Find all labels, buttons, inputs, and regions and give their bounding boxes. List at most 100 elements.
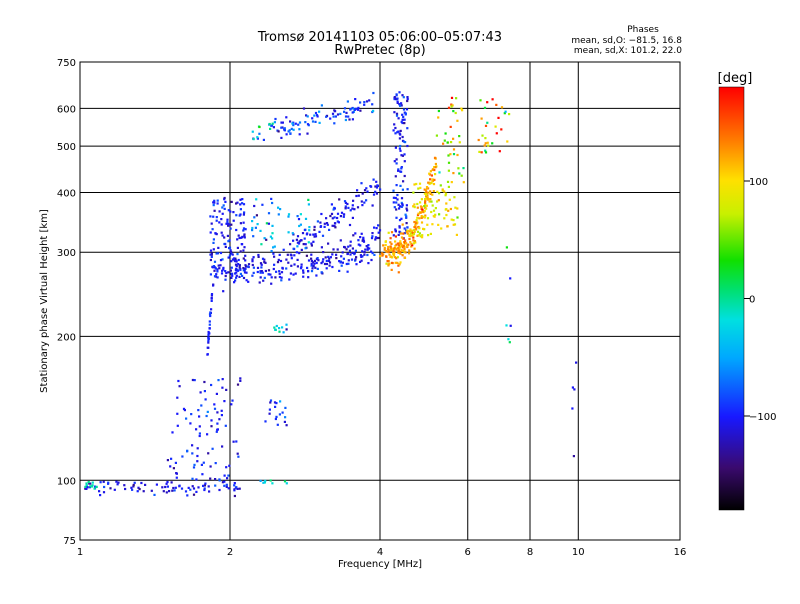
scatter-point bbox=[299, 213, 302, 216]
scatter-point bbox=[275, 402, 278, 405]
scatter-point bbox=[259, 271, 262, 274]
scatter-point bbox=[454, 206, 457, 209]
scatter-point bbox=[420, 198, 423, 201]
scatter-point bbox=[443, 217, 446, 220]
scatter-point bbox=[191, 477, 194, 480]
scatter-point bbox=[395, 114, 399, 117]
scatter-point bbox=[400, 248, 403, 252]
scatter-point bbox=[297, 218, 301, 221]
scatter-point bbox=[413, 247, 416, 250]
scatter-point bbox=[397, 271, 400, 274]
scatter-point bbox=[372, 193, 376, 196]
scatter-point bbox=[320, 212, 323, 216]
scatter-point bbox=[284, 416, 287, 419]
scatter-point bbox=[351, 251, 354, 254]
scatter-point bbox=[325, 217, 328, 220]
scatter-point bbox=[317, 259, 320, 262]
scatter-point bbox=[274, 405, 277, 408]
colorbar-label: [deg] bbox=[718, 71, 753, 86]
scatter-point bbox=[210, 299, 213, 302]
scatter-point bbox=[276, 261, 280, 264]
scatter-point bbox=[251, 220, 254, 223]
scatter-point bbox=[315, 261, 318, 265]
x-tick-label: 8 bbox=[527, 547, 533, 558]
scatter-point bbox=[403, 160, 406, 163]
scatter-point bbox=[207, 346, 210, 349]
scatter-point bbox=[403, 256, 407, 259]
scatter-point bbox=[225, 271, 228, 275]
scatter-point bbox=[296, 245, 299, 248]
x-tick-label: 6 bbox=[465, 547, 471, 558]
scatter-point bbox=[387, 264, 390, 267]
scatter-point bbox=[308, 229, 311, 232]
scatter-point bbox=[231, 399, 234, 402]
scatter-point bbox=[213, 209, 216, 212]
scatter-point bbox=[413, 240, 416, 243]
scatter-point bbox=[310, 257, 313, 260]
scatter-point bbox=[173, 489, 176, 492]
scatter-point bbox=[197, 409, 200, 412]
scatter-point bbox=[395, 158, 398, 161]
scatter-point bbox=[344, 118, 347, 122]
scatter-point bbox=[207, 333, 210, 336]
scatter-point bbox=[408, 230, 411, 233]
scatter-point bbox=[208, 320, 211, 323]
scatter-point bbox=[483, 106, 487, 109]
scatter-point bbox=[289, 272, 292, 275]
scatter-point bbox=[227, 224, 230, 227]
scatter-point bbox=[306, 123, 310, 126]
scatter-point bbox=[398, 207, 401, 210]
scatter-point bbox=[408, 237, 411, 241]
scatter-point bbox=[366, 248, 369, 251]
scatter-point bbox=[90, 485, 93, 488]
scatter-point bbox=[316, 115, 319, 118]
scatter-point bbox=[252, 266, 255, 269]
scatter-point bbox=[394, 175, 397, 178]
scatter-point bbox=[363, 253, 366, 256]
scatter-point bbox=[452, 148, 456, 151]
scatter-point bbox=[238, 487, 241, 490]
scatter-point bbox=[215, 216, 218, 219]
scatter-point bbox=[480, 151, 483, 154]
phase-box-line-x: mean, sd,X: 101.2, 22.0 bbox=[574, 46, 682, 56]
scatter-point bbox=[244, 267, 247, 270]
scatter-point bbox=[268, 412, 271, 415]
scatter-point bbox=[420, 215, 423, 218]
scatter-point bbox=[393, 96, 396, 99]
scatter-point bbox=[235, 265, 238, 268]
scatter-point bbox=[234, 259, 237, 262]
scatter-point bbox=[315, 114, 319, 117]
scatter-point bbox=[212, 204, 215, 207]
scatter-point bbox=[396, 193, 399, 197]
scatter-point bbox=[223, 484, 226, 487]
scatter-point bbox=[381, 254, 384, 257]
scatter-point bbox=[268, 408, 271, 411]
scatter-point bbox=[399, 149, 402, 152]
scatter-point bbox=[351, 118, 354, 121]
scatter-point bbox=[360, 200, 363, 203]
scatter-point bbox=[259, 479, 262, 482]
scatter-point bbox=[252, 256, 255, 259]
scatter-point bbox=[443, 139, 446, 142]
scatter-point bbox=[85, 487, 88, 490]
scatter-point bbox=[351, 204, 354, 207]
scatter-point bbox=[352, 199, 355, 202]
scatter-point bbox=[290, 264, 293, 267]
scatter-point bbox=[328, 257, 331, 260]
scatter-point bbox=[394, 261, 397, 264]
x-axis-label: Frequency [MHz] bbox=[338, 559, 422, 570]
scatter-point bbox=[229, 249, 232, 252]
scatter-point bbox=[417, 212, 420, 215]
scatter-point bbox=[219, 251, 223, 255]
scatter-point bbox=[244, 264, 247, 267]
scatter-point bbox=[379, 188, 382, 191]
scatter-point bbox=[399, 240, 402, 243]
scatter-point bbox=[403, 227, 406, 230]
scatter-point bbox=[280, 126, 283, 129]
scatter-point bbox=[334, 115, 337, 118]
scatter-point bbox=[227, 487, 230, 490]
scatter-point bbox=[419, 211, 422, 214]
scatter-point bbox=[404, 239, 407, 242]
scatter-point bbox=[193, 379, 196, 382]
scatter-point bbox=[319, 225, 323, 228]
